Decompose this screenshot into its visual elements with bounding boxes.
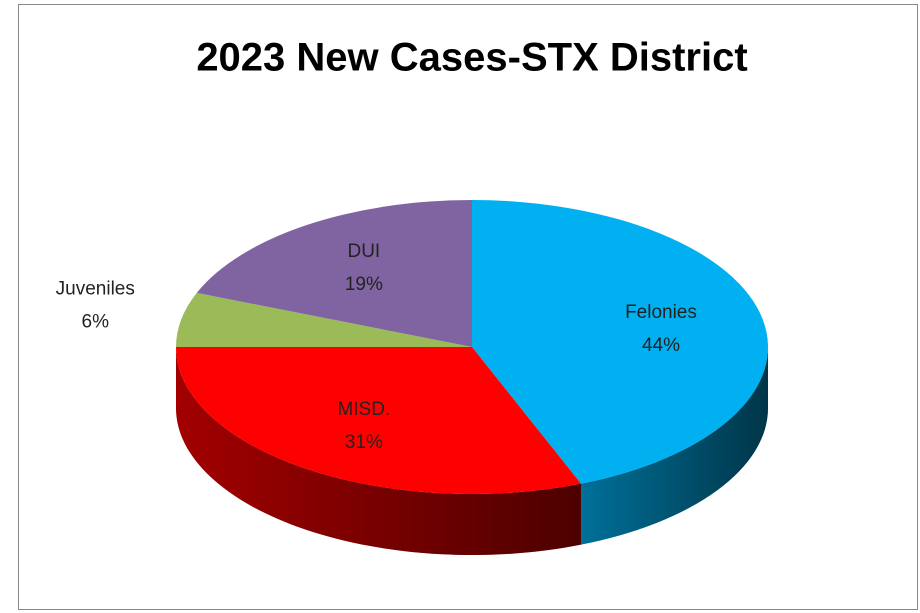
data-label-name: Juveniles bbox=[56, 278, 135, 299]
data-label-value: 19% bbox=[345, 274, 383, 295]
data-label-value: 6% bbox=[82, 311, 110, 332]
data-label-name: Felonies bbox=[625, 302, 697, 323]
data-label-name: MISD. bbox=[337, 399, 390, 420]
slice bbox=[196, 200, 472, 347]
slice bbox=[176, 347, 581, 494]
data-label-name: DUI bbox=[347, 241, 380, 262]
slice bbox=[176, 292, 472, 347]
slice-side-shade bbox=[580, 347, 768, 545]
chart-title: 2023 New Cases-STX District bbox=[196, 36, 747, 80]
data-label-value: 44% bbox=[642, 335, 680, 356]
data-label-value: 31% bbox=[345, 432, 383, 453]
slice-side-shade bbox=[176, 347, 581, 555]
slice bbox=[472, 200, 768, 484]
